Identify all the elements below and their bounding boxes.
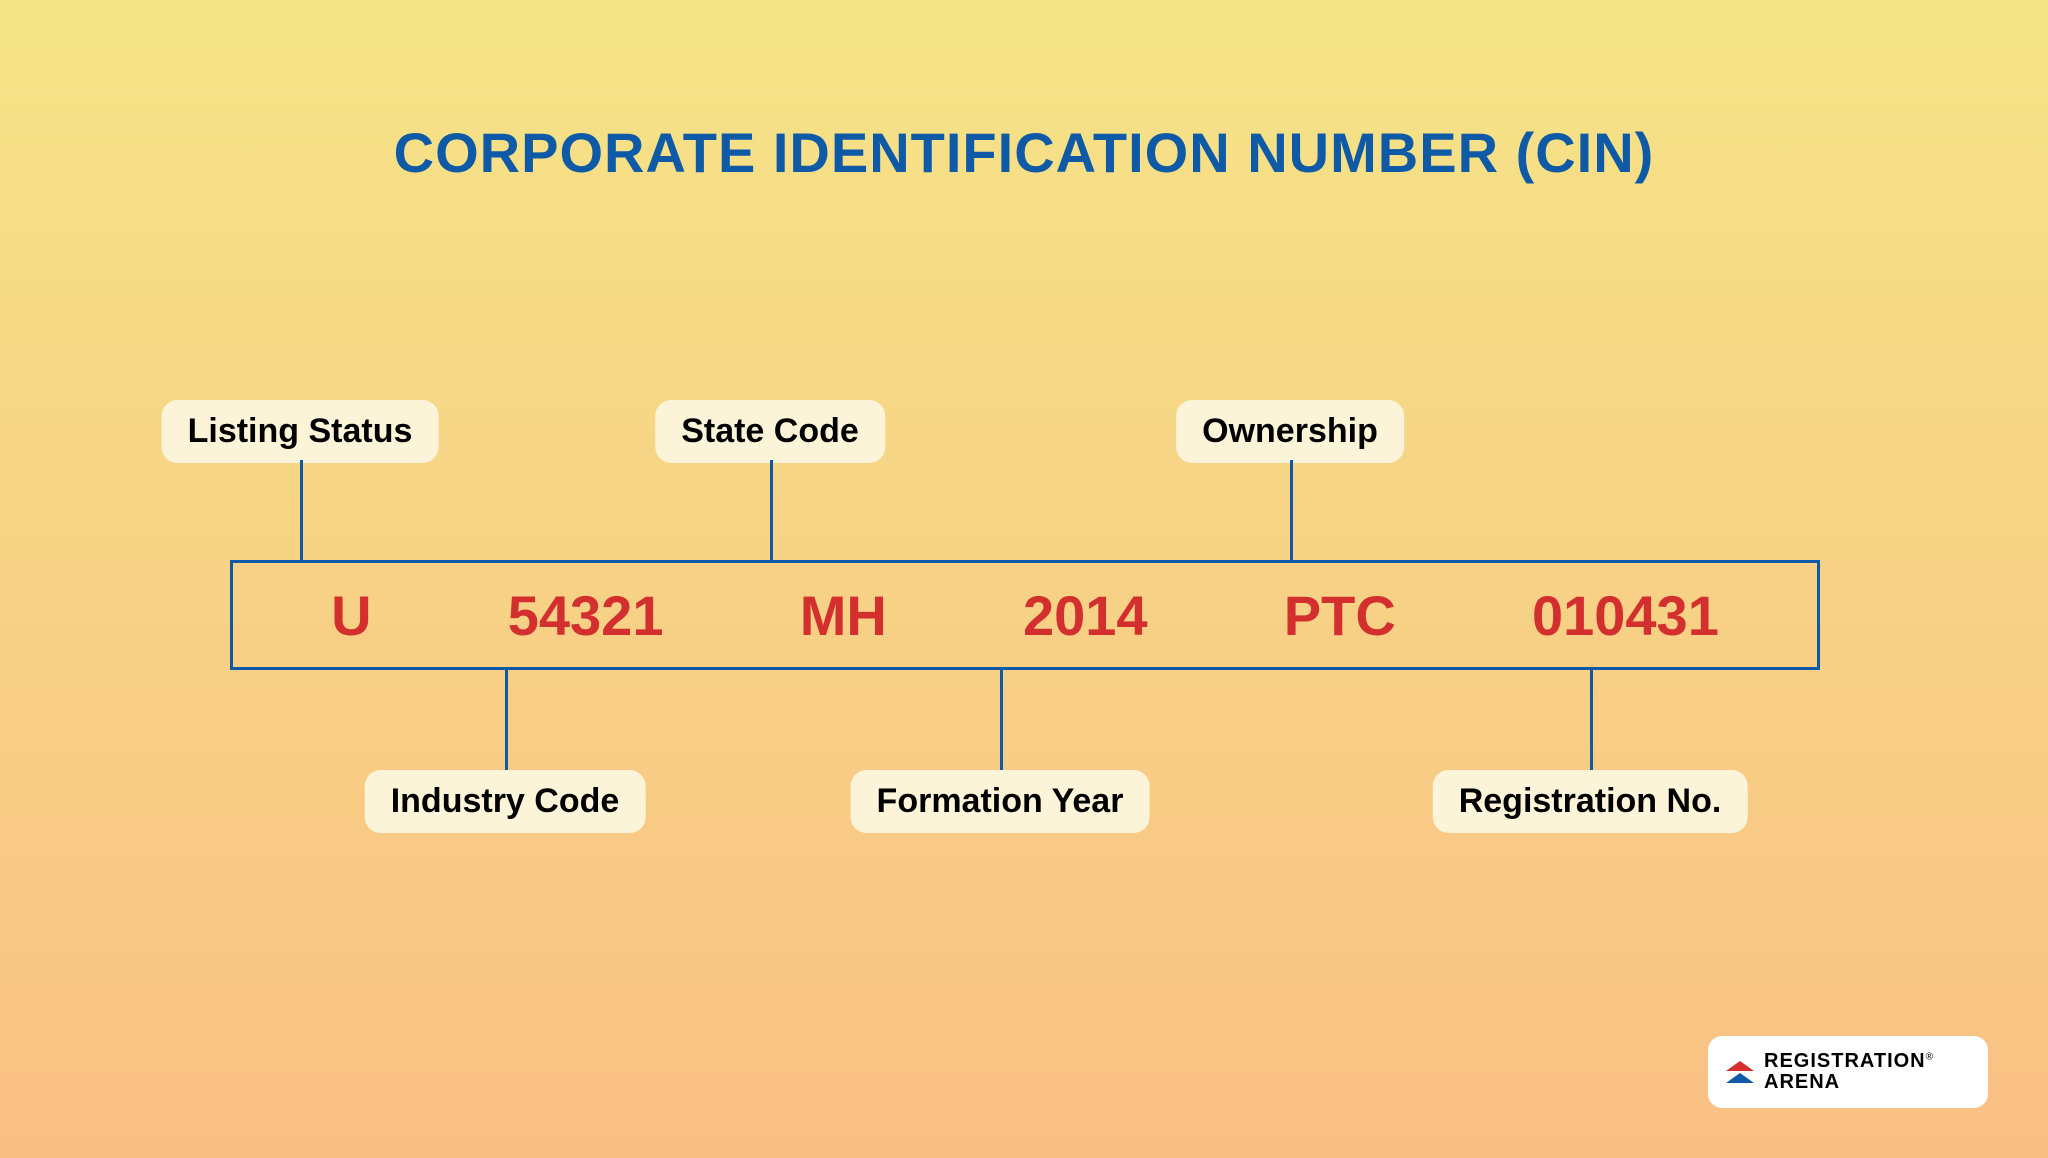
brand-logo: REGISTRATION® ARENA [1708, 1036, 1988, 1108]
logo-chevrons-icon [1726, 1061, 1754, 1083]
cin-segment-industry: 54321 [508, 583, 664, 648]
chevron-up-icon [1726, 1073, 1754, 1083]
logo-text: REGISTRATION® ARENA [1764, 1051, 1934, 1093]
connector-year [1000, 670, 1003, 770]
cin-box: U 54321 MH 2014 PTC 010431 [230, 560, 1820, 670]
cin-segment-regno: 010431 [1532, 583, 1719, 648]
connector-ownership [1290, 460, 1293, 560]
logo-line2: ARENA [1764, 1072, 1934, 1093]
label-listing: Listing Status [162, 400, 439, 463]
connector-listing [300, 460, 303, 560]
cin-segment-state: MH [800, 583, 887, 648]
connector-industry [505, 670, 508, 770]
cin-segment-year: 2014 [1023, 583, 1148, 648]
label-regno: Registration No. [1433, 770, 1748, 833]
chevron-up-icon [1726, 1061, 1754, 1071]
label-state: State Code [655, 400, 885, 463]
logo-line1: REGISTRATION [1764, 1050, 1926, 1072]
page-title: CORPORATE IDENTIFICATION NUMBER (CIN) [0, 120, 2048, 185]
label-ownership: Ownership [1176, 400, 1404, 463]
label-year: Formation Year [851, 770, 1150, 833]
registered-mark-icon: ® [1926, 1051, 1934, 1062]
infographic-canvas: CORPORATE IDENTIFICATION NUMBER (CIN) U 5… [0, 0, 2048, 1158]
connector-state [770, 460, 773, 560]
label-industry: Industry Code [365, 770, 646, 833]
connector-regno [1590, 670, 1593, 770]
cin-segment-listing: U [331, 583, 371, 648]
cin-segment-ownership: PTC [1284, 583, 1396, 648]
